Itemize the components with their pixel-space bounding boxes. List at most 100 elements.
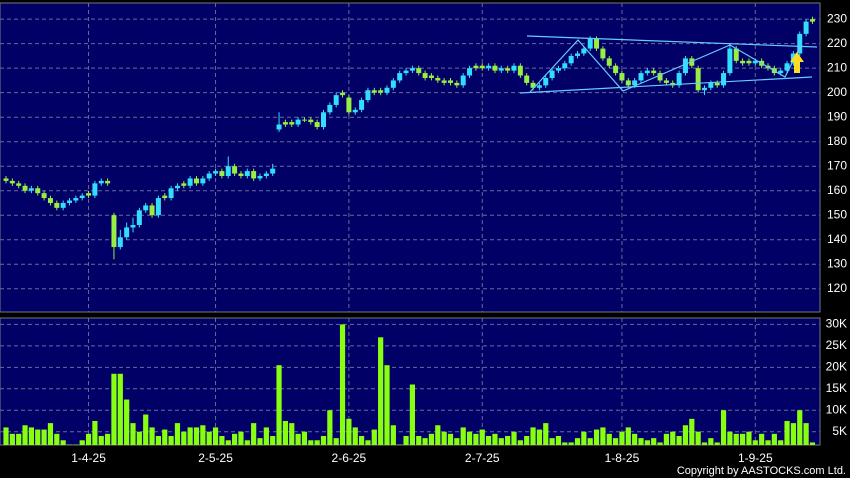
volume-bar <box>651 438 657 445</box>
candle-body <box>428 75 434 78</box>
volume-bar <box>143 414 149 445</box>
volume-bar <box>657 442 663 445</box>
candle-body <box>155 198 161 216</box>
candle-body <box>632 80 638 86</box>
volume-bar <box>22 425 28 445</box>
candle-body <box>54 202 60 208</box>
volume-bar <box>473 433 479 445</box>
candle-body <box>784 63 790 71</box>
volume-bar <box>124 399 130 445</box>
candle-body <box>467 68 473 76</box>
volume-bar <box>765 440 771 445</box>
candle-body <box>638 73 644 81</box>
volume-bar <box>435 425 441 445</box>
candle-body <box>105 180 111 184</box>
volume-bar <box>530 427 536 445</box>
volume-bar <box>740 433 746 445</box>
volume-bar <box>543 423 549 445</box>
candle-body <box>562 63 568 69</box>
candle-body <box>244 171 250 177</box>
candle-body <box>22 185 28 191</box>
y-tick-label: 190 <box>827 109 847 123</box>
volume-bar <box>441 431 447 445</box>
candle-body <box>575 53 580 56</box>
candle-body <box>740 60 746 64</box>
volume-bar <box>466 431 473 445</box>
trend-lines <box>519 35 818 94</box>
candle-body <box>16 183 22 186</box>
candle-body <box>263 173 269 177</box>
x-tick-label: 1-4-25 <box>71 451 106 465</box>
volume-bar <box>403 435 409 445</box>
candle-body <box>3 178 9 181</box>
volume-bar <box>9 433 15 445</box>
volume-bar <box>498 438 504 445</box>
candle-body <box>416 68 422 74</box>
volume-bar <box>625 427 631 445</box>
volume-bar <box>200 425 206 445</box>
volume-bar <box>238 431 244 445</box>
volume-bar <box>346 418 352 445</box>
candle-body <box>422 73 428 78</box>
volume-bar <box>371 429 377 445</box>
candle-body <box>86 193 92 196</box>
candle-body <box>549 70 555 78</box>
volume-bar <box>276 365 282 445</box>
candle-body <box>225 166 231 177</box>
candle-body <box>803 21 809 34</box>
candle-body <box>308 119 314 123</box>
volume-bar <box>505 435 511 445</box>
volume-bar <box>746 431 752 445</box>
candle-body <box>397 73 403 81</box>
candle-body <box>92 183 98 196</box>
candle-body <box>721 73 727 86</box>
candle-body <box>651 70 657 74</box>
volume-bar <box>771 433 777 445</box>
candle-body <box>511 65 517 71</box>
y-tick-label: 200 <box>827 85 847 99</box>
volume-bar <box>492 433 498 445</box>
volume-bar <box>682 425 689 445</box>
volume-bar <box>257 438 263 445</box>
volume-bar <box>289 423 295 445</box>
candle-body <box>257 176 263 179</box>
volume-bar <box>632 433 638 445</box>
candle-body <box>111 215 117 248</box>
candle-body <box>314 122 320 127</box>
candle-body <box>536 85 542 88</box>
volume-bar <box>778 440 784 445</box>
candle-body <box>524 75 530 83</box>
volume-bar <box>390 425 396 445</box>
candle-body <box>98 180 104 184</box>
volume-bar <box>695 431 701 445</box>
candle-body <box>67 200 72 203</box>
candle-body <box>543 77 549 86</box>
arrow-icon <box>790 52 804 73</box>
candle-body <box>333 95 339 105</box>
candle-body <box>28 188 34 191</box>
candle-body <box>219 171 225 177</box>
candle-body <box>498 68 504 71</box>
candle-body <box>613 65 619 74</box>
y-tick-label: 210 <box>827 60 847 74</box>
volume-bar <box>701 442 708 445</box>
candle-body <box>270 168 276 174</box>
volume-bar <box>644 440 650 445</box>
candle-body <box>606 58 612 66</box>
volume-bar <box>333 438 339 445</box>
volume-bar <box>797 410 803 445</box>
candle-body <box>581 48 587 54</box>
volume-bar <box>727 431 733 445</box>
volume-bar <box>295 433 301 445</box>
volume-bar <box>270 435 276 445</box>
volume-bar <box>174 423 181 445</box>
copyright: Copyright by AASTOCKS.com Ltd. <box>677 465 846 477</box>
candle-body <box>568 55 574 64</box>
candle-body <box>232 166 238 174</box>
volume-bar <box>105 433 111 445</box>
volume-bar <box>359 435 365 445</box>
candle-body <box>295 119 301 125</box>
candle-body <box>352 109 358 113</box>
volume-bar <box>752 440 758 445</box>
volume-bar <box>212 427 219 445</box>
